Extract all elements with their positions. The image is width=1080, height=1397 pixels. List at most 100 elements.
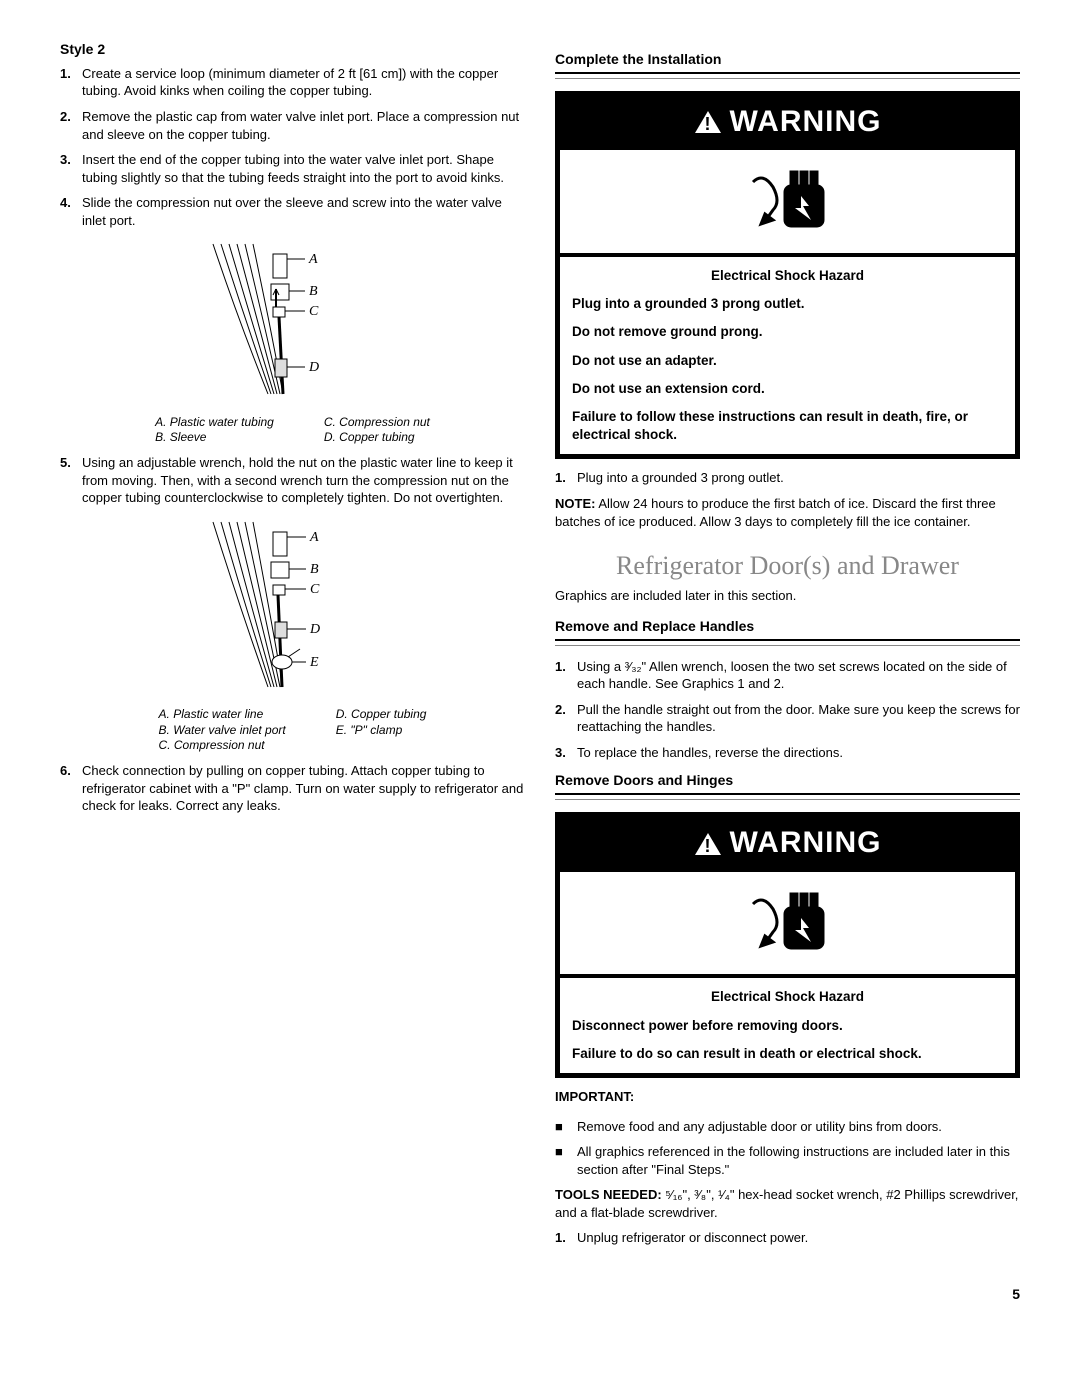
warning-label: WARNING — [730, 823, 882, 864]
refrigerator-doors-title: Refrigerator Door(s) and Drawer — [555, 548, 1020, 583]
warning-body: Electrical Shock Hazard Disconnect power… — [560, 978, 1015, 1073]
list-number: 4. — [60, 194, 82, 229]
list-item: 2.Remove the plastic cap from water valv… — [60, 108, 525, 143]
page-container: Style 2 1.Create a service loop (minimum… — [60, 40, 1020, 1255]
list-number: 5. — [60, 454, 82, 507]
list-text: Plug into a grounded 3 prong outlet. — [577, 469, 1020, 487]
list-item: 1.Using a ³⁄₃₂" Allen wrench, loosen the… — [555, 658, 1020, 693]
legend-item: D. Copper tubing — [336, 707, 427, 723]
legend-item: A. Plastic water tubing — [155, 415, 274, 431]
note-text: Allow 24 hours to produce the first batc… — [555, 496, 996, 529]
list-number: 2. — [555, 701, 577, 736]
rule-thick — [555, 793, 1020, 795]
diagram-label: C — [309, 304, 319, 319]
diagram-label: C — [310, 582, 320, 597]
list-text: All graphics referenced in the following… — [577, 1143, 1020, 1178]
list-item: 6.Check connection by pulling on copper … — [60, 762, 525, 815]
list-item: 5.Using an adjustable wrench, hold the n… — [60, 454, 525, 507]
list-text: Using an adjustable wrench, hold the nut… — [82, 454, 525, 507]
tubing-diagram-2-svg: A B C D E — [188, 517, 398, 697]
list-text: Create a service loop (minimum diameter … — [82, 65, 525, 100]
rule-thin — [555, 78, 1020, 79]
list-item: 1.Unplug refrigerator or disconnect powe… — [555, 1229, 1020, 1247]
shock-hazard-icon-area — [560, 150, 1015, 253]
style2-steps-1-4: 1.Create a service loop (minimum diamete… — [60, 65, 525, 229]
rule-thick — [555, 639, 1020, 641]
warning-line: Disconnect power before removing doors. — [572, 1017, 1003, 1035]
left-column: Style 2 1.Create a service loop (minimum… — [60, 40, 525, 1255]
list-item: 2.Pull the handle straight out from the … — [555, 701, 1020, 736]
list-number: 3. — [60, 151, 82, 186]
diagram-2-legend: A. Plastic water line B. Water valve inl… — [60, 707, 525, 754]
handles-steps: 1.Using a ³⁄₃₂" Allen wrench, loosen the… — [555, 658, 1020, 762]
important-bullets: ■Remove food and any adjustable door or … — [555, 1118, 1020, 1179]
list-number: 1. — [555, 658, 577, 693]
list-number: 6. — [60, 762, 82, 815]
list-number: 1. — [555, 1229, 577, 1247]
style2-step-6: 6.Check connection by pulling on copper … — [60, 762, 525, 815]
list-number: 3. — [555, 744, 577, 762]
diagram-label: D — [308, 360, 319, 375]
legend-item: C. Compression nut — [324, 415, 430, 431]
list-text: Using a ³⁄₃₂" Allen wrench, loosen the t… — [577, 658, 1020, 693]
legend-item: E. "P" clamp — [336, 723, 427, 739]
rule-thin — [555, 645, 1020, 646]
diagram-label: A — [309, 530, 319, 545]
final-steps: 1.Unplug refrigerator or disconnect powe… — [555, 1229, 1020, 1247]
warning-label: WARNING — [730, 102, 882, 143]
diagram-1-legend: A. Plastic water tubing B. Sleeve C. Com… — [60, 415, 525, 446]
page-number: 5 — [60, 1285, 1020, 1304]
tools-needed: TOOLS NEEDED: ⁵⁄₁₆", ³⁄₈", ¹⁄₄" hex-head… — [555, 1186, 1020, 1221]
legend-item: C. Compression nut — [159, 738, 286, 754]
warning-line: Do not use an extension cord. — [572, 380, 1003, 398]
list-text: Pull the handle straight out from the do… — [577, 701, 1020, 736]
warning-line: Failure to follow these instructions can… — [572, 408, 1003, 444]
note-paragraph: NOTE: Allow 24 hours to produce the firs… — [555, 495, 1020, 530]
note-label: NOTE: — [555, 496, 595, 511]
list-item: ■All graphics referenced in the followin… — [555, 1143, 1020, 1178]
list-item: 4.Slide the compression nut over the sle… — [60, 194, 525, 229]
square-bullet-icon: ■ — [555, 1143, 577, 1178]
warning-header: ! WARNING — [560, 96, 1015, 151]
warning-header: ! WARNING — [560, 817, 1015, 872]
warning-line: Do not remove ground prong. — [572, 323, 1003, 341]
list-text: Check connection by pulling on copper tu… — [82, 762, 525, 815]
warning-body: Electrical Shock Hazard Plug into a grou… — [560, 257, 1015, 455]
diagram-1: A B C D A. Plastic water tubing B. Sleev… — [60, 239, 525, 446]
shock-hazard-icon — [743, 884, 833, 964]
svg-text:!: ! — [704, 836, 711, 856]
right-column: Complete the Installation ! WARNING — [555, 40, 1020, 1255]
svg-text:!: ! — [704, 114, 711, 134]
install-steps: 1.Plug into a grounded 3 prong outlet. — [555, 469, 1020, 487]
diagram-label: B — [309, 284, 318, 299]
alert-triangle-icon: ! — [694, 831, 722, 857]
rule-thick — [555, 72, 1020, 74]
serif-subtitle: Graphics are included later in this sect… — [555, 587, 1020, 605]
list-text: Insert the end of the copper tubing into… — [82, 151, 525, 186]
list-item: ■Remove food and any adjustable door or … — [555, 1118, 1020, 1136]
remove-handles-heading: Remove and Replace Handles — [555, 617, 1020, 636]
tools-label: TOOLS NEEDED: — [555, 1187, 662, 1202]
list-text: Remove the plastic cap from water valve … — [82, 108, 525, 143]
warning-box-2: ! WARNING Electrical Shock Hazard Di — [555, 812, 1020, 1078]
alert-triangle-icon: ! — [694, 109, 722, 135]
diagram-label: E — [309, 655, 319, 670]
list-text: Unplug refrigerator or disconnect power. — [577, 1229, 1020, 1247]
square-bullet-icon: ■ — [555, 1118, 577, 1136]
hazard-title: Electrical Shock Hazard — [572, 988, 1003, 1006]
legend-item: B. Sleeve — [155, 430, 274, 446]
diagram-label: D — [309, 622, 320, 637]
list-number: 1. — [555, 469, 577, 487]
warning-line: Plug into a grounded 3 prong outlet. — [572, 295, 1003, 313]
list-text: To replace the handles, reverse the dire… — [577, 744, 1020, 762]
list-item: 3.To replace the handles, reverse the di… — [555, 744, 1020, 762]
list-item: 1.Plug into a grounded 3 prong outlet. — [555, 469, 1020, 487]
style-2-heading: Style 2 — [60, 40, 525, 59]
shock-hazard-icon-area — [560, 872, 1015, 975]
diagram-label: A — [308, 252, 318, 267]
warning-line: Failure to do so can result in death or … — [572, 1045, 1003, 1063]
shock-hazard-icon — [743, 162, 833, 242]
list-text: Remove food and any adjustable door or u… — [577, 1118, 942, 1136]
list-item: 3.Insert the end of the copper tubing in… — [60, 151, 525, 186]
important-label: IMPORTANT: — [555, 1088, 1020, 1106]
